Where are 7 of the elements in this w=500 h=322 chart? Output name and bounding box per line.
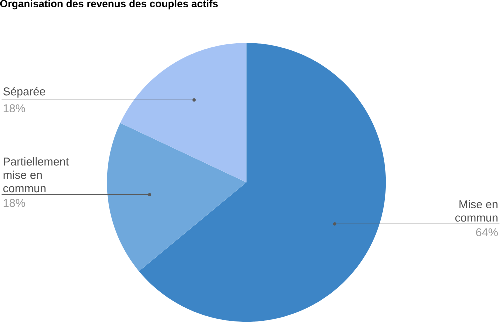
data-label: 18%: [4, 104, 26, 113]
data-label: 18%: [4, 199, 26, 208]
slice-label: Partiellement mise en commun: [4, 157, 70, 193]
slice-label: Mise en commun: [456, 200, 498, 222]
slice-label: Séparée: [4, 87, 46, 98]
data-label: 64%: [476, 228, 498, 237]
chart-title: Organisation des revenus des couples actifs: [0, 0, 218, 10]
